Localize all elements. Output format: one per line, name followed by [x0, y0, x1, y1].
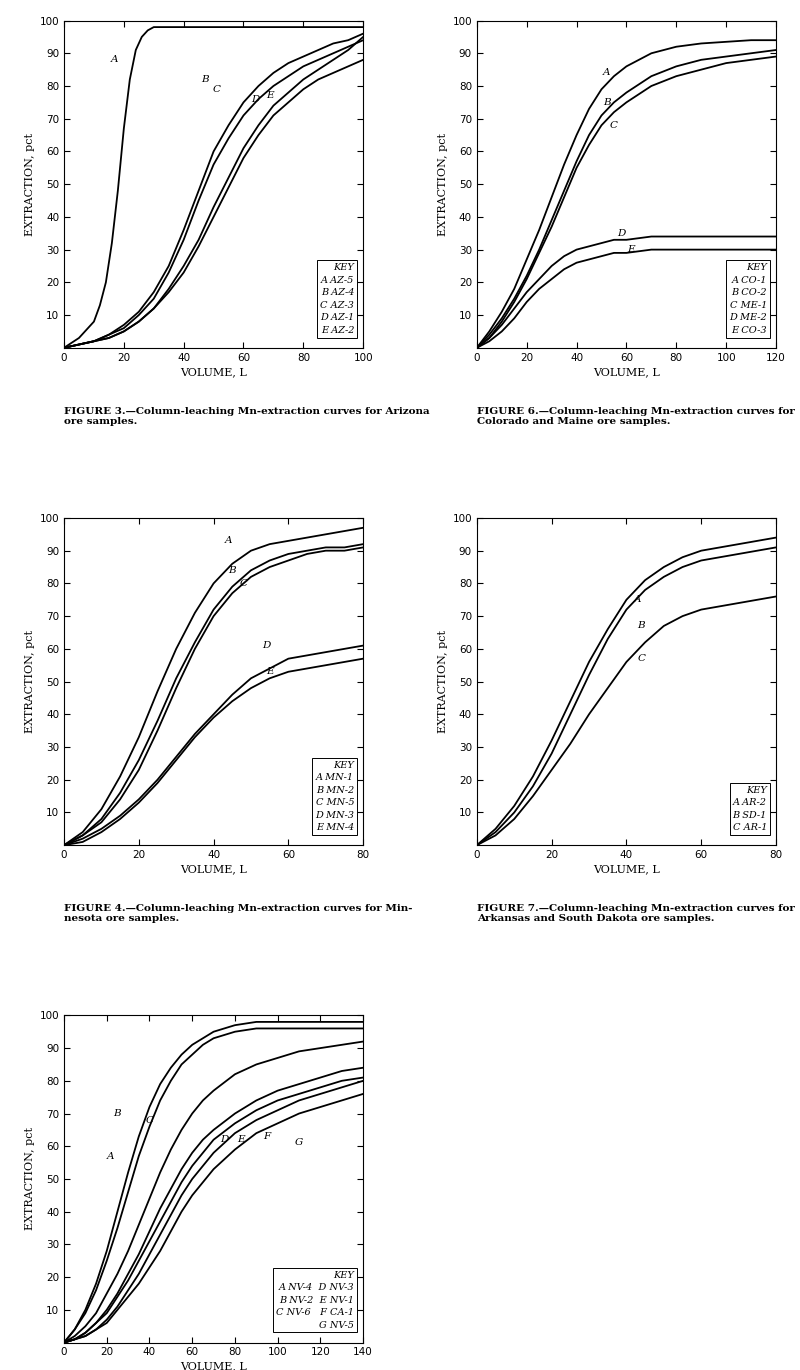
- Text: G: G: [295, 1138, 303, 1148]
- Text: A: A: [602, 68, 610, 78]
- Text: B: B: [114, 1110, 122, 1118]
- X-axis label: VOLUME, L: VOLUME, L: [593, 864, 660, 874]
- Y-axis label: EXTRACTION, pct: EXTRACTION, pct: [438, 630, 448, 733]
- X-axis label: VOLUME, L: VOLUME, L: [180, 864, 247, 874]
- Text: A: A: [634, 595, 642, 604]
- Text: E: E: [627, 245, 635, 253]
- Text: C: C: [638, 653, 646, 663]
- Text: B: B: [602, 97, 610, 107]
- Text: E: E: [266, 92, 274, 100]
- Text: FIGURE 6.—Column-leaching Mn-extraction curves for
Colorado and Maine ore sample: FIGURE 6.—Column-leaching Mn-extraction …: [477, 407, 794, 426]
- Text: KEY
A NV-4  D NV-3
B NV-2  E NV-1
C NV-6   F CA-1
G NV-5: KEY A NV-4 D NV-3 B NV-2 E NV-1 C NV-6 F…: [276, 1270, 354, 1329]
- Y-axis label: EXTRACTION, pct: EXTRACTION, pct: [26, 630, 35, 733]
- Text: KEY
A AR-2
B SD-1
C AR-1: KEY A AR-2 B SD-1 C AR-1: [733, 785, 767, 832]
- X-axis label: VOLUME, L: VOLUME, L: [180, 367, 247, 377]
- Text: C: C: [213, 85, 221, 93]
- Text: B: B: [201, 75, 209, 84]
- Text: A: A: [107, 1152, 114, 1160]
- X-axis label: VOLUME, L: VOLUME, L: [180, 1362, 247, 1370]
- Y-axis label: EXTRACTION, pct: EXTRACTION, pct: [438, 133, 448, 236]
- Text: C: C: [239, 580, 247, 588]
- Y-axis label: EXTRACTION, pct: EXTRACTION, pct: [26, 1128, 35, 1230]
- Text: B: B: [638, 622, 645, 630]
- Text: A: A: [225, 537, 232, 545]
- Text: C: C: [146, 1115, 154, 1125]
- Text: D: D: [618, 229, 626, 238]
- Text: F: F: [263, 1132, 270, 1141]
- Text: E: E: [238, 1136, 245, 1144]
- Text: B: B: [229, 566, 236, 575]
- Text: C: C: [610, 121, 618, 130]
- Text: FIGURE 4.—Column-leaching Mn-extraction curves for Min-
nesota ore samples.: FIGURE 4.—Column-leaching Mn-extraction …: [64, 904, 413, 923]
- X-axis label: VOLUME, L: VOLUME, L: [593, 367, 660, 377]
- Text: D: D: [220, 1136, 229, 1144]
- Text: A: A: [111, 55, 118, 64]
- Y-axis label: EXTRACTION, pct: EXTRACTION, pct: [26, 133, 35, 236]
- Text: D: D: [262, 641, 270, 651]
- Text: KEY
A AZ-5
B AZ-4
C AZ-3
D AZ-1
E AZ-2: KEY A AZ-5 B AZ-4 C AZ-3 D AZ-1 E AZ-2: [320, 263, 354, 334]
- Text: KEY
A CO-1
B CO-2
C ME-1
D ME-2
E CO-3: KEY A CO-1 B CO-2 C ME-1 D ME-2 E CO-3: [730, 263, 767, 334]
- Text: D: D: [251, 95, 260, 104]
- Text: E: E: [266, 667, 274, 677]
- Text: KEY
A MN-1
B MN-2
C MN-5
D MN-3
E MN-4: KEY A MN-1 B MN-2 C MN-5 D MN-3 E MN-4: [315, 760, 354, 832]
- Text: FIGURE 7.—Column-leaching Mn-extraction curves for
Arkansas and South Dakota ore: FIGURE 7.—Column-leaching Mn-extraction …: [477, 904, 794, 923]
- Text: FIGURE 3.—Column-leaching Mn-extraction curves for Arizona
ore samples.: FIGURE 3.—Column-leaching Mn-extraction …: [64, 407, 430, 426]
